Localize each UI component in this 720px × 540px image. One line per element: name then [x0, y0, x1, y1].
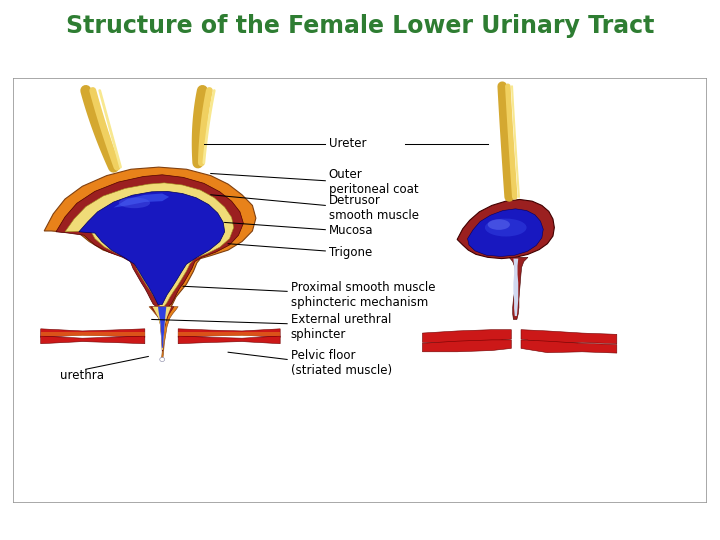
Polygon shape [41, 329, 145, 338]
Polygon shape [178, 329, 280, 338]
Polygon shape [153, 307, 171, 350]
Ellipse shape [160, 357, 165, 362]
Polygon shape [521, 329, 617, 343]
Polygon shape [423, 340, 511, 352]
Polygon shape [158, 307, 166, 348]
Polygon shape [41, 332, 145, 336]
Text: Mucosa: Mucosa [329, 225, 373, 238]
Polygon shape [178, 336, 280, 343]
Text: External urethral
sphincter: External urethral sphincter [291, 313, 391, 341]
Polygon shape [513, 259, 518, 316]
Polygon shape [150, 307, 174, 351]
Ellipse shape [119, 198, 150, 208]
Text: West Park Healthcare Centre: West Park Healthcare Centre [544, 521, 706, 531]
Polygon shape [56, 175, 243, 310]
Text: Trigone: Trigone [329, 246, 372, 259]
Polygon shape [521, 340, 617, 353]
Polygon shape [423, 329, 511, 342]
Text: Structure of the Female Lower Urinary Tract: Structure of the Female Lower Urinary Tr… [66, 14, 654, 37]
Text: 9: 9 [13, 519, 22, 533]
Polygon shape [65, 183, 234, 306]
Polygon shape [178, 332, 280, 336]
Text: Proximal smooth muscle
sphincteric mechanism: Proximal smooth muscle sphincteric mecha… [291, 281, 435, 309]
Polygon shape [114, 193, 169, 207]
Text: Pelvic floor
(striated muscle): Pelvic floor (striated muscle) [291, 349, 392, 377]
Text: Ureter: Ureter [329, 137, 366, 150]
Text: Outer
peritoneal coat: Outer peritoneal coat [329, 168, 418, 196]
Text: urethra: urethra [60, 369, 104, 382]
Polygon shape [149, 307, 178, 359]
Polygon shape [457, 199, 554, 259]
Polygon shape [41, 336, 145, 343]
Polygon shape [44, 167, 256, 312]
Polygon shape [509, 258, 528, 320]
Ellipse shape [487, 219, 510, 230]
Polygon shape [467, 209, 543, 256]
Text: Detrusor
smooth muscle: Detrusor smooth muscle [329, 193, 419, 221]
Ellipse shape [485, 219, 526, 237]
Polygon shape [79, 191, 225, 305]
